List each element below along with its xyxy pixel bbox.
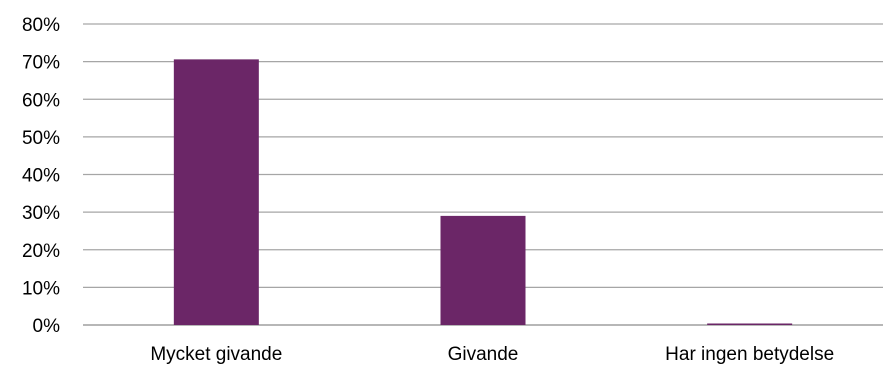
x-category-label: Givande (448, 344, 519, 365)
bar-givande (441, 216, 526, 325)
y-tick-label: 10% (22, 278, 60, 299)
y-tick-label: 70% (22, 53, 60, 74)
y-tick-label: 30% (22, 203, 60, 224)
bar-har-ingen-betydelse (707, 323, 792, 325)
x-axis-category-labels: Mycket givande Givande Har ingen betydelse (150, 344, 834, 365)
y-tick-label: 0% (33, 316, 61, 337)
y-tick-label: 20% (22, 241, 60, 262)
y-tick-label: 50% (22, 128, 60, 149)
y-axis-tick-labels: 0% 10% 20% 30% 40% 50% 60% 70% 80% (22, 15, 60, 337)
x-category-label: Mycket givande (150, 344, 282, 365)
bar-mycket-givande (174, 59, 259, 325)
y-tick-label: 80% (22, 15, 60, 36)
y-tick-label: 60% (22, 90, 60, 111)
y-tick-label: 40% (22, 166, 60, 187)
x-category-label: Har ingen betydelse (665, 344, 834, 365)
